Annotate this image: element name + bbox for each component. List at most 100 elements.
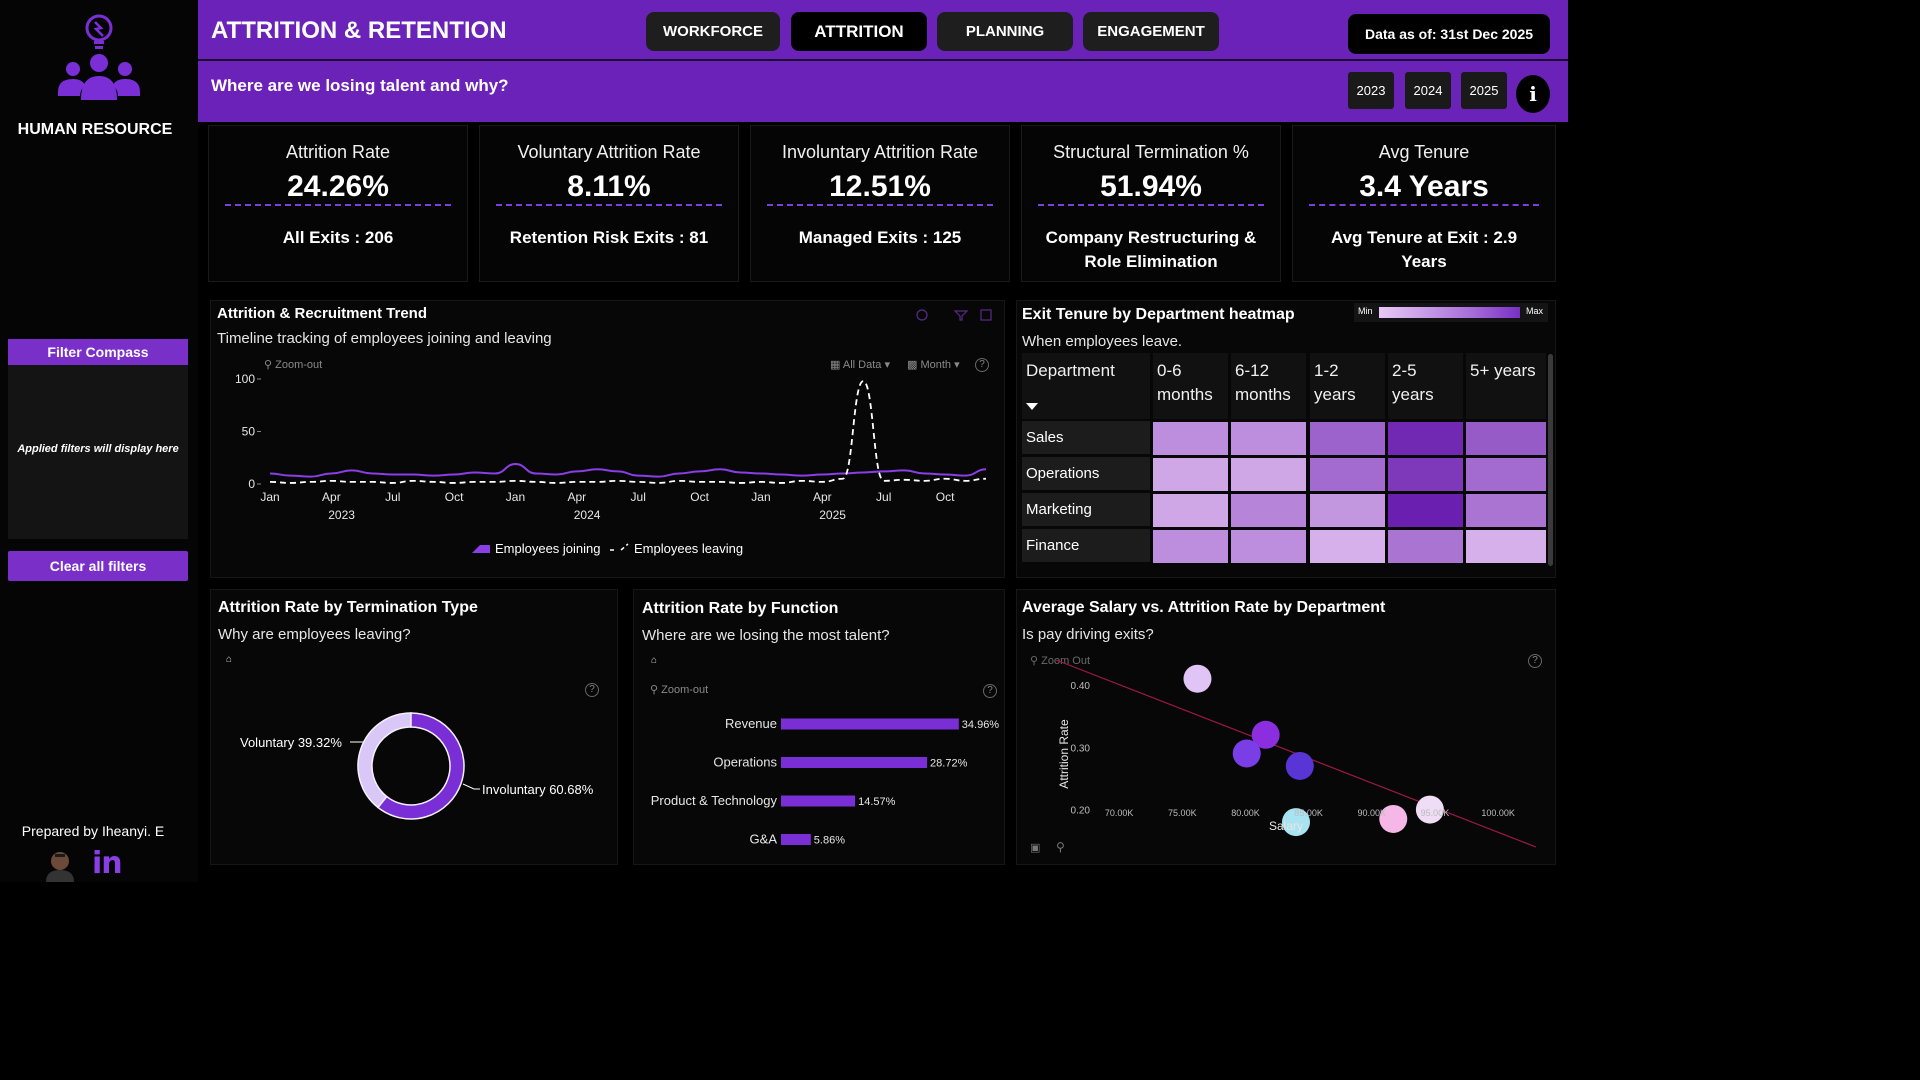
salary-zoom-out[interactable]: ⚲ Zoom Out [1030, 654, 1090, 667]
y-axis-title: Attrition Rate [1057, 719, 1071, 789]
heatmap-cell[interactable] [1310, 530, 1385, 563]
page-subtitle: Where are we losing talent and why? [211, 76, 509, 95]
zoom-out-label: Zoom-out [275, 359, 323, 371]
heatmap-cell[interactable] [1231, 494, 1306, 527]
heatmap-cell[interactable] [1466, 530, 1546, 563]
legend-leaving-swatch [610, 543, 629, 551]
heatmap-cell[interactable] [1466, 494, 1546, 527]
x-tick-label: Oct [445, 490, 464, 504]
termination-donut-chart [350, 712, 480, 820]
heatmap-cell[interactable] [1466, 422, 1546, 455]
slice-label-voluntary: Voluntary 39.32% [240, 735, 342, 750]
prepared-by-text: Prepared by Iheanyi. E [21, 823, 165, 839]
salary-title: Average Salary vs. Attrition Rate by Dep… [1022, 599, 1386, 616]
bar-category-label: Revenue [725, 716, 777, 731]
tab-attrition[interactable]: ATTRITION [791, 12, 927, 51]
scatter-point [1251, 720, 1280, 749]
heatmap-cell[interactable] [1231, 530, 1306, 563]
heatmap-cell[interactable] [1153, 530, 1228, 563]
kpi-subtext: Company Restructuring & Role Elimination [1045, 228, 1257, 271]
help-icon[interactable]: ? [983, 684, 997, 698]
scatter-point [1379, 804, 1408, 833]
heatmap-cell[interactable] [1388, 458, 1463, 491]
heatmap-cell[interactable] [1388, 422, 1463, 455]
focus-mode-icon[interactable] [980, 309, 992, 321]
heatmap-cell[interactable] [1153, 422, 1228, 455]
legend-joining-label: Employees joining [495, 541, 601, 556]
x-tick-label: 90.00K [1358, 808, 1387, 818]
home-icon[interactable]: ⌂ [226, 654, 233, 665]
heatmap-header-col: 0-6 months [1153, 353, 1228, 419]
data-range-dropdown[interactable]: ▦ All Data ▾ [830, 359, 890, 371]
x-axis-title: Salary [1269, 819, 1303, 833]
pin-icon[interactable] [916, 309, 928, 321]
help-icon[interactable]: ? [975, 358, 989, 372]
kpi-subtext: Retention Risk Exits : 81 [509, 228, 709, 247]
year-filter-2025[interactable]: 2025 [1461, 72, 1507, 109]
heatmap-cell[interactable] [1231, 422, 1306, 455]
x-tick-label: 80.00K [1231, 808, 1260, 818]
sidebar: HUMAN RESOURCE Filter Compass Applied fi… [0, 0, 198, 882]
heatmap-scrollbar[interactable] [1548, 354, 1553, 566]
kpi-divider [1309, 204, 1539, 206]
x-tick-label: Jul [385, 490, 400, 504]
zoom-icon: ⚲ [264, 359, 273, 371]
salary-scatter-chart: 0.20 0.30 0.40 70.00K 75.00K 80.00K 85.00K 90.0… [1055, 659, 1537, 848]
filter-icon[interactable] [953, 310, 969, 321]
bar-value-label: 14.57% [858, 796, 896, 808]
trend-zoom-out[interactable]: ⚲ Zoom-out [264, 358, 322, 371]
column-header-label: Department [1026, 361, 1115, 380]
filter-compass-title: Filter Compass [8, 339, 188, 365]
heatmap-cell[interactable] [1310, 494, 1385, 527]
x-tick-label: 100.00K [1481, 808, 1515, 818]
data-range-label: All Data [842, 359, 882, 371]
termination-subtitle: Why are employees leaving? [218, 626, 411, 643]
termination-title: Attrition Rate by Termination Type [218, 599, 478, 616]
heatmap-cell[interactable] [1388, 494, 1463, 527]
x-tick-label: Apr [568, 490, 587, 504]
scatter-point [1183, 664, 1212, 693]
heatmap-header-department[interactable]: Department [1022, 353, 1150, 419]
heatmap-legend: Min Max [1354, 303, 1548, 322]
heatmap-cell[interactable] [1388, 530, 1463, 563]
linkedin-icon[interactable]: in [92, 846, 123, 881]
help-icon[interactable]: ? [1528, 654, 1542, 668]
x-tick-label: 75.00K [1168, 808, 1197, 818]
heatmap-cell[interactable] [1231, 458, 1306, 491]
heatmap-cell[interactable] [1310, 458, 1385, 491]
granularity-dropdown[interactable]: ▩ Month ▾ [907, 359, 960, 371]
kpi-label: Avg Tenure [1378, 142, 1470, 162]
heatmap-header-col: 2-5 years [1388, 353, 1463, 419]
kpi-divider [767, 204, 993, 206]
tab-engagement[interactable]: ENGAGEMENT [1083, 12, 1219, 51]
lasso-icon[interactable]: ⚲ [1056, 840, 1065, 854]
clear-all-filters-button[interactable]: Clear all filters [8, 551, 188, 581]
heatmap-cell[interactable] [1153, 494, 1228, 527]
year-filter-2023[interactable]: 2023 [1348, 72, 1394, 109]
heatmap-header-col: 6-12 months [1231, 353, 1306, 419]
heatmap-cell[interactable] [1466, 458, 1546, 491]
y-tick-label: 100 [235, 372, 255, 386]
heatmap-cell[interactable] [1153, 458, 1228, 491]
filter-placeholder-text: Applied filters will display here [17, 443, 179, 455]
author-avatar [46, 852, 74, 882]
function-zoom-out[interactable]: ⚲ Zoom-out [650, 683, 708, 696]
heatmap-row-label: Marketing [1022, 493, 1150, 526]
kpi-value: 8.11% [567, 170, 651, 203]
home-icon[interactable]: ⌂ [651, 655, 658, 666]
year-filter-2024[interactable]: 2024 [1405, 72, 1451, 109]
tab-planning[interactable]: PLANNING [937, 12, 1073, 51]
help-icon[interactable]: ? [585, 683, 599, 697]
tab-workforce[interactable]: WORKFORCE [646, 12, 780, 51]
image-icon[interactable]: ▣ [1030, 842, 1041, 854]
x-tick-label: Jul [876, 490, 891, 504]
bar-value-label: 28.72% [930, 758, 968, 770]
header-divider [198, 59, 1568, 61]
heatmap-cell[interactable] [1310, 422, 1385, 455]
kpi-card-voluntary-attrition: Voluntary Attrition Rate 8.11% Retention… [479, 125, 739, 282]
heatmap-title: Exit Tenure by Department heatmap [1022, 306, 1295, 323]
attrition-trend-panel [210, 300, 1005, 578]
bar-value-label: 34.96% [962, 719, 1000, 731]
x-tick-label: Apr [322, 490, 341, 504]
info-icon[interactable]: i [1516, 75, 1550, 113]
